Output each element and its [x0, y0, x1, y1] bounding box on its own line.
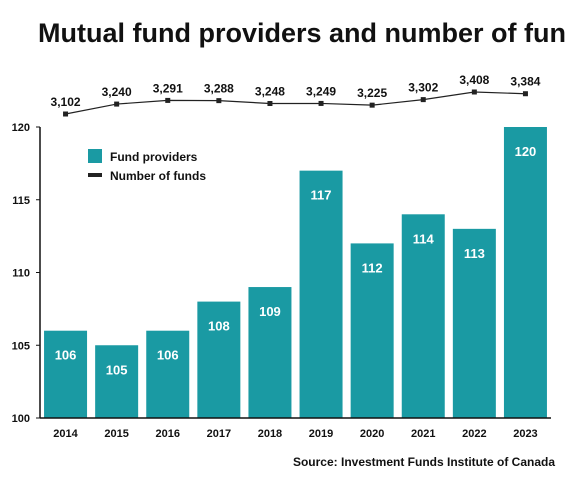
legend-swatch-fund-providers — [88, 149, 102, 163]
x-tick-label-2018: 2018 — [258, 428, 282, 440]
bar-label-2019: 117 — [311, 188, 332, 203]
bar-2015 — [95, 345, 139, 418]
line-point-2022 — [471, 89, 477, 95]
x-tick-label-2022: 2022 — [462, 428, 486, 440]
x-tick-label-2014: 2014 — [53, 428, 78, 440]
line-point-2014 — [63, 111, 69, 117]
x-tick-label-2023: 2023 — [513, 428, 537, 440]
bar-2016 — [146, 330, 190, 418]
bar-label-2018: 109 — [259, 304, 281, 319]
line-point-2018 — [267, 101, 273, 107]
line-point-2016 — [165, 97, 171, 103]
line-point-2023 — [522, 91, 528, 97]
line-point-2015 — [114, 101, 120, 107]
y-tick-label-105: 105 — [12, 340, 30, 352]
bar-2020 — [350, 243, 394, 418]
line-label-2021: 3,302 — [408, 81, 438, 95]
bar-label-2021: 114 — [413, 231, 435, 246]
bar-2023 — [503, 127, 547, 418]
bar-label-2023: 120 — [515, 144, 537, 159]
y-tick-label-120: 120 — [12, 122, 30, 134]
legend-label-number-of-funds: Number of funds — [110, 169, 206, 183]
axis-layer: 100 105 110 115 120 2014 2015 2016 2017 2018 2019 2… — [12, 122, 551, 440]
bar-label-2017: 108 — [208, 319, 230, 334]
line-label-2020: 3,225 — [357, 86, 387, 100]
line-point-2021 — [420, 97, 426, 103]
line-point-2019 — [318, 100, 324, 106]
chart-title: Mutual fund providers and number of fund… — [38, 18, 565, 48]
x-tick-label-2019: 2019 — [309, 428, 333, 440]
bar-label-2020: 112 — [362, 260, 383, 275]
line-point-2017 — [216, 98, 222, 104]
bar-2018 — [248, 287, 292, 418]
line-label-2016: 3,291 — [153, 81, 183, 95]
bar-2021 — [401, 214, 445, 418]
bar-2019 — [299, 170, 343, 418]
line-layer: 3,102 3,240 3,291 3,288 3,248 3,249 3,225 3,302… — [51, 73, 541, 117]
line-number-of-funds — [65, 91, 526, 115]
line-label-2015: 3,240 — [102, 85, 132, 99]
line-label-2022: 3,408 — [459, 73, 489, 87]
bar-label-2015: 105 — [106, 362, 128, 377]
bar-2014 — [44, 330, 88, 418]
x-tick-label-2020: 2020 — [360, 428, 384, 440]
x-tick-label-2017: 2017 — [207, 428, 231, 440]
x-tick-label-2021: 2021 — [411, 428, 435, 440]
bars-layer: 106 105 106 108 109 117 112 114 113 120 — [44, 127, 547, 418]
y-tick-label-100: 100 — [12, 413, 30, 425]
legend: Fund providers Number of funds — [88, 149, 206, 183]
legend-swatch-number-of-funds — [88, 173, 102, 177]
bar-label-2022: 113 — [464, 246, 485, 261]
line-label-2018: 3,248 — [255, 85, 285, 99]
bar-label-2016: 106 — [157, 348, 179, 363]
x-tick-label-2016: 2016 — [156, 428, 180, 440]
y-tick-label-115: 115 — [12, 195, 30, 207]
legend-label-fund-providers: Fund providers — [110, 150, 198, 164]
line-label-2014: 3,102 — [51, 95, 81, 109]
line-label-2017: 3,288 — [204, 82, 234, 96]
line-point-2020 — [369, 102, 375, 108]
source-note: Source: Investment Funds Institute of Ca… — [293, 455, 555, 469]
bar-2022 — [452, 228, 496, 418]
bar-label-2014: 106 — [55, 348, 77, 363]
x-tick-label-2015: 2015 — [104, 428, 128, 440]
bar-2017 — [197, 301, 241, 418]
line-label-2019: 3,249 — [306, 84, 336, 98]
line-label-2023: 3,384 — [510, 75, 540, 89]
y-tick-label-110: 110 — [12, 268, 30, 280]
